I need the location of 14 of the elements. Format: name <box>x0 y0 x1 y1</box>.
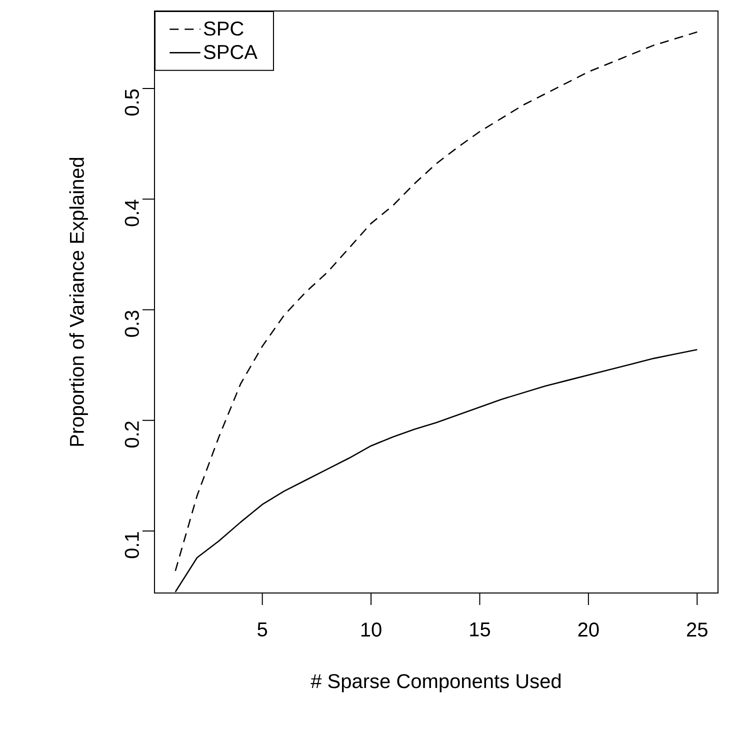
y-tick-label: 0.4 <box>124 200 139 226</box>
x-tick-label: 20 <box>578 622 599 637</box>
x-tick-label: 10 <box>361 622 382 637</box>
y-tick-label: 0.5 <box>124 89 139 116</box>
x-tick-label: 15 <box>470 622 490 636</box>
y-tick-label: 0.3 <box>124 310 139 337</box>
x-tick-label: 5 <box>258 622 268 636</box>
legend-label: SPCA <box>204 44 258 60</box>
legend-label: SPC <box>204 22 244 36</box>
x-axis-title: # Sparse Components Used <box>310 674 561 692</box>
y-axis-title: Proportion of Variance Explained <box>69 158 88 446</box>
y-tick-label: 0.2 <box>124 421 139 448</box>
x-tick-label: 25 <box>687 622 708 637</box>
y-tick-label: 0.1 <box>124 532 139 558</box>
